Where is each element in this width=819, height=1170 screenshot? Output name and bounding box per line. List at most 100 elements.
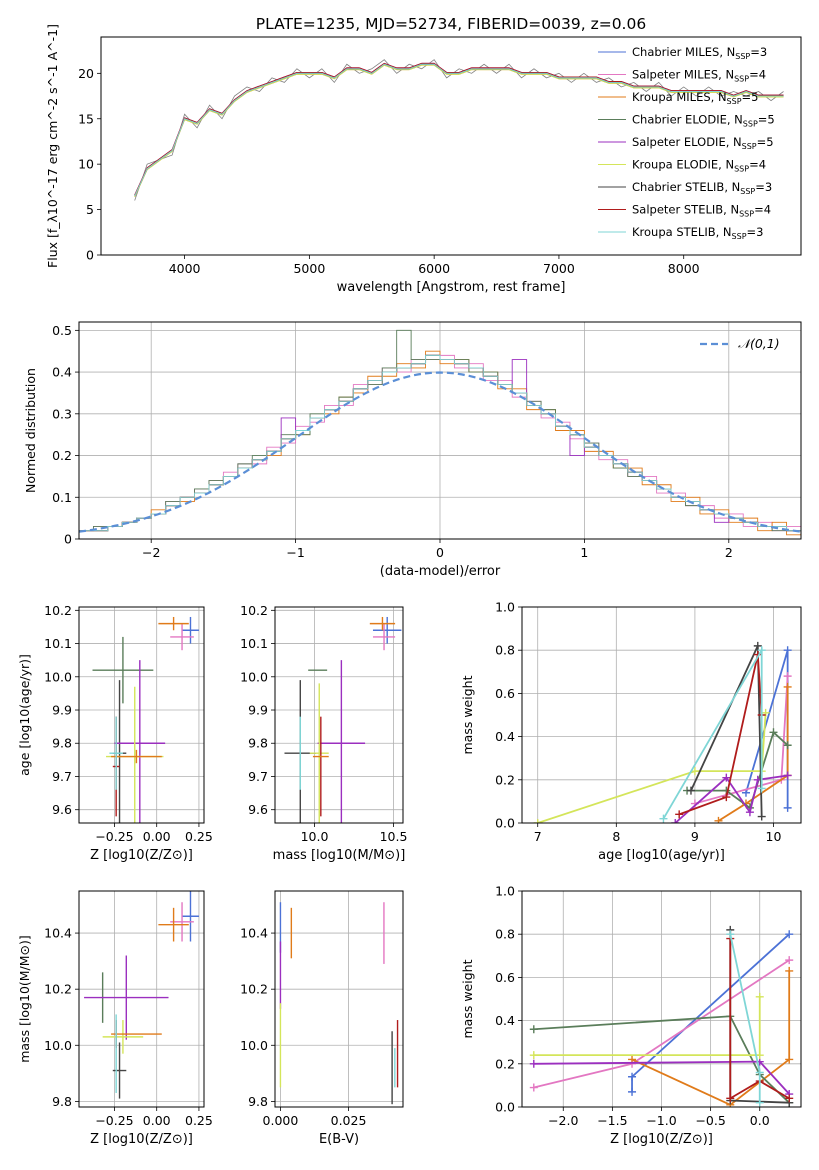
weight-marker	[783, 771, 792, 780]
weight-line	[678, 654, 763, 816]
weight-line	[533, 1015, 790, 1104]
y-tick-label: 9.7	[248, 769, 268, 784]
model-spectrum-line	[134, 63, 784, 197]
x-tick-label: 0.00	[143, 1113, 171, 1128]
age_vs_Z-axes: −0.25 0.00 0.25 9.6 9.7 9.8 9.9 10.0 10.1 10.2 Z […	[17, 603, 213, 863]
legend-label: Chabrier MILES, NSSP=3	[632, 45, 767, 61]
weight-marker	[675, 810, 684, 819]
y-tick-label: 9.8	[52, 1094, 72, 1109]
x-axis-label: mass [log10(M/M⊙)]	[273, 848, 406, 863]
spectrum-frame	[100, 36, 802, 256]
y-tick-label: 0.1	[52, 490, 72, 505]
legend-label: Kroupa ELODIE, NSSP=4	[632, 158, 766, 174]
error-bar-point	[84, 955, 169, 1040]
x-tick-label: 7	[534, 829, 542, 844]
weight_vs_Z-marks	[529, 925, 794, 1107]
y-tick-label: 0	[86, 248, 94, 263]
weight-marker	[628, 1087, 637, 1096]
weight-marker	[783, 682, 792, 691]
mass_vs_Z-marks	[84, 891, 199, 1099]
weight-marker	[529, 1083, 538, 1092]
x-tick-label: −2	[142, 545, 160, 560]
weight_vs_Z-frame	[521, 890, 802, 1108]
observed-spectrum-line	[134, 59, 784, 201]
model-spectrum-line	[134, 64, 784, 198]
weight-marker	[745, 808, 754, 817]
mass_vs_ebv-marks	[279, 902, 399, 1105]
x-tick-label: 0.025	[331, 1113, 367, 1128]
weight-marker	[659, 814, 668, 823]
error-bar-point	[158, 616, 189, 631]
x-tick-label: 0.000	[263, 1113, 299, 1128]
y-tick-label: 0.6	[495, 686, 515, 701]
x-tick-label: −0.25	[95, 1113, 133, 1128]
weight-marker	[686, 786, 695, 795]
y-axis-label: age [log10(age/yr)]	[17, 654, 32, 776]
y-tick-label: 10.2	[240, 982, 268, 997]
weight-marker	[757, 646, 766, 655]
y-tick-label: 10.4	[44, 926, 72, 941]
x-tick-label: −0.5	[695, 1113, 725, 1128]
weight-marker	[785, 930, 794, 939]
y-tick-label: 0.0	[495, 816, 515, 831]
y-tick-label: 10.4	[240, 926, 268, 941]
error-bar-point	[92, 636, 154, 704]
weight-marker	[529, 1025, 538, 1034]
x-axis-label: age [log10(age/yr)]	[598, 848, 725, 863]
y-tick-label: 0.4	[495, 729, 515, 744]
error-bar-point	[372, 623, 396, 651]
y-tick-label: 10.0	[44, 1038, 72, 1053]
weight-marker	[690, 767, 699, 776]
weight-marker	[785, 966, 794, 975]
x-tick-label: 4000	[169, 261, 201, 276]
x-axis-label: (data-model)/error	[380, 564, 501, 579]
y-tick-label: 1.0	[495, 600, 515, 615]
y-tick-label: 10.2	[240, 603, 268, 618]
x-tick-label: 8	[612, 829, 620, 844]
y-tick-label: 0.4	[52, 365, 72, 380]
y-tick-label: 20	[78, 66, 94, 81]
weight-marker	[755, 1068, 764, 1077]
weight-marker	[671, 819, 680, 823]
weight-marker	[785, 956, 794, 965]
y-tick-label: 9.8	[248, 736, 268, 751]
y-tick-label: 0.2	[495, 1056, 515, 1071]
weight-marker	[753, 641, 762, 650]
y-tick-label: 0.2	[52, 448, 72, 463]
x-tick-label: 10.0	[301, 829, 329, 844]
x-tick-label: −1.5	[597, 1113, 627, 1128]
error-bar-point	[158, 907, 189, 942]
weight-marker	[783, 741, 792, 750]
error-bar-point	[112, 1042, 127, 1099]
weight-marker	[628, 1072, 637, 1081]
weight_vs_Z-axes: −2.0 −1.5 −1.0 −0.5 0.0 0.0 0.2 0.4 0.6 0.8 1.0 Z […	[460, 884, 801, 1147]
x-axis-label: wavelength [Angstrom, rest frame]	[337, 280, 566, 295]
legend-label: Salpeter ELODIE, NSSP=5	[632, 135, 774, 151]
normal-reference-curve	[79, 371, 801, 533]
y-axis-label: mass weight	[460, 959, 475, 1038]
weight-line	[537, 712, 767, 823]
y-tick-label: 0.2	[495, 772, 515, 787]
spectrum-marks	[134, 59, 784, 201]
y-axis-label: mass [log10(M/M⊙)]	[17, 935, 32, 1063]
weight-marker	[726, 1094, 735, 1103]
y-tick-label: 0.8	[495, 927, 515, 942]
x-tick-label: 0.25	[185, 829, 213, 844]
error-bar-point	[170, 623, 194, 651]
mass_vs_Z-axes: −0.25 0.00 0.25 9.8 10.0 10.2 10.4 Z [log10(Z/Z…	[17, 891, 213, 1147]
error-bar-point	[372, 616, 402, 644]
y-tick-label: 0	[64, 532, 72, 547]
weight-marker	[722, 773, 731, 782]
y-tick-label: 10.0	[44, 669, 72, 684]
y-tick-label: 10	[78, 157, 94, 172]
weight-marker	[714, 816, 723, 823]
y-tick-label: 9.8	[248, 1094, 268, 1109]
mass_vs_Z-frame	[78, 890, 205, 1108]
y-tick-label: 10.1	[44, 636, 72, 651]
error-bar-point	[309, 683, 329, 823]
x-axis-label: Z [log10(Z/Z⊙)]	[90, 1132, 193, 1147]
legend-label: Chabrier STELIB, NSSP=3	[632, 180, 772, 196]
y-tick-label: 1.0	[495, 884, 515, 899]
weight-marker	[755, 1051, 764, 1060]
